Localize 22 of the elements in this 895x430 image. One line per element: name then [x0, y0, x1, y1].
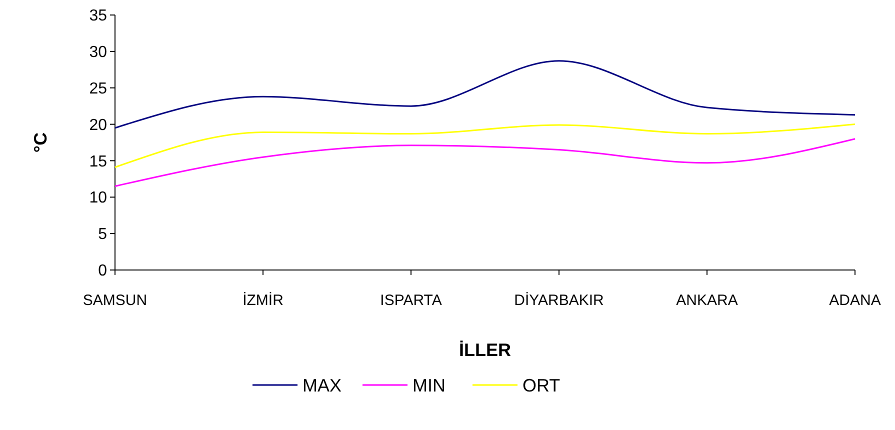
y-tick-label: 15	[89, 153, 108, 170]
y-axis-title: °C	[30, 132, 50, 153]
x-tick-label: DİYARBAKIR	[514, 291, 604, 309]
legend-label: MIN	[412, 375, 446, 396]
legend-label: MAX	[302, 375, 342, 396]
y-tick-label: 0	[98, 262, 108, 280]
x-tick-label: SAMSUN	[82, 292, 148, 309]
x-tick-label: İZMİR	[242, 291, 284, 309]
x-tick-label: ISPARTA	[380, 292, 442, 309]
y-tick-label: 35	[89, 8, 108, 25]
y-tick-label: 5	[98, 226, 108, 244]
y-tick-label: 25	[89, 80, 108, 98]
y-tick-label: 20	[89, 116, 108, 134]
line-series	[114, 138, 856, 187]
y-tick-label: 30	[89, 44, 108, 62]
line-series	[114, 60, 856, 129]
line-series	[114, 124, 856, 168]
x-axis-title: İLLER	[459, 340, 511, 360]
x-tick-label: ANKARA	[676, 292, 738, 309]
x-tick-label: ADANA	[829, 292, 881, 309]
legend-label: ORT	[522, 375, 560, 396]
y-tick-label: 10	[89, 190, 108, 207]
